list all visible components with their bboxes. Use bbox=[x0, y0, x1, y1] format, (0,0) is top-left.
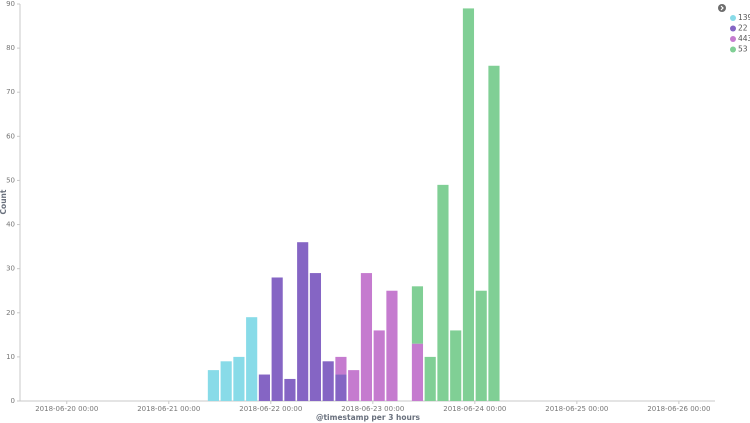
legend-toggle-icon[interactable] bbox=[718, 4, 726, 12]
bar[interactable] bbox=[297, 242, 309, 401]
y-tick-label: 80 bbox=[6, 44, 15, 52]
bar[interactable] bbox=[411, 286, 424, 344]
bar[interactable] bbox=[271, 277, 283, 401]
legend-toggle[interactable] bbox=[718, 4, 726, 12]
x-axis-title: @timestamp per 3 hours bbox=[316, 413, 421, 422]
y-tick-label: 50 bbox=[6, 176, 15, 184]
y-tick-label: 10 bbox=[6, 353, 15, 361]
bar[interactable] bbox=[246, 317, 258, 401]
legend-swatch[interactable] bbox=[730, 15, 736, 21]
x-tick-label: 2018-06-26 00:00 bbox=[647, 405, 710, 413]
y-tick-label: 20 bbox=[6, 309, 15, 317]
x-tick-label: 2018-06-22 00:00 bbox=[239, 405, 302, 413]
legend-swatch[interactable] bbox=[730, 25, 736, 32]
bar[interactable] bbox=[335, 356, 347, 375]
legend-swatch[interactable] bbox=[730, 36, 736, 42]
bar[interactable] bbox=[360, 273, 373, 401]
y-tick-label: 40 bbox=[6, 221, 15, 229]
legend-toggle-arrow bbox=[720, 5, 724, 11]
legend-label[interactable]: 443 bbox=[738, 34, 750, 43]
legend-label[interactable]: 139 bbox=[738, 13, 750, 22]
x-tick-label: 2018-06-21 00:00 bbox=[137, 405, 200, 413]
bar[interactable] bbox=[220, 361, 232, 401]
bar[interactable] bbox=[386, 290, 398, 401]
y-tick-label: 60 bbox=[6, 132, 15, 140]
bar[interactable] bbox=[475, 290, 487, 401]
legend-label[interactable]: 53 bbox=[738, 45, 748, 54]
y-tick-label: 90 bbox=[6, 0, 15, 8]
bar[interactable] bbox=[335, 374, 347, 401]
bar[interactable] bbox=[348, 370, 360, 401]
x-tick-label: 2018-06-20 00:00 bbox=[35, 405, 98, 413]
bar[interactable] bbox=[437, 184, 449, 401]
y-tick-label: 0 bbox=[11, 397, 15, 405]
x-tick-label: 2018-06-24 00:00 bbox=[443, 405, 506, 413]
legend-swatch[interactable] bbox=[730, 46, 736, 53]
x-tick-label: 2018-06-25 00:00 bbox=[545, 405, 608, 413]
bar[interactable] bbox=[373, 330, 385, 401]
y-tick-label: 30 bbox=[6, 265, 15, 273]
bar[interactable] bbox=[488, 65, 500, 401]
bar[interactable] bbox=[258, 374, 270, 401]
bar[interactable] bbox=[450, 330, 462, 401]
x-tick-label: 2018-06-23 00:00 bbox=[341, 405, 404, 413]
bar[interactable] bbox=[207, 370, 219, 401]
bar[interactable] bbox=[322, 361, 334, 401]
bar[interactable] bbox=[411, 343, 424, 401]
legend-label[interactable]: 22 bbox=[738, 24, 748, 33]
y-tick-label: 70 bbox=[6, 88, 15, 96]
bar[interactable] bbox=[284, 378, 296, 401]
bar[interactable] bbox=[424, 356, 436, 401]
y-axis-title: Count bbox=[0, 189, 8, 214]
bar[interactable] bbox=[233, 356, 245, 401]
bar[interactable] bbox=[462, 8, 475, 402]
bar[interactable] bbox=[309, 273, 322, 401]
